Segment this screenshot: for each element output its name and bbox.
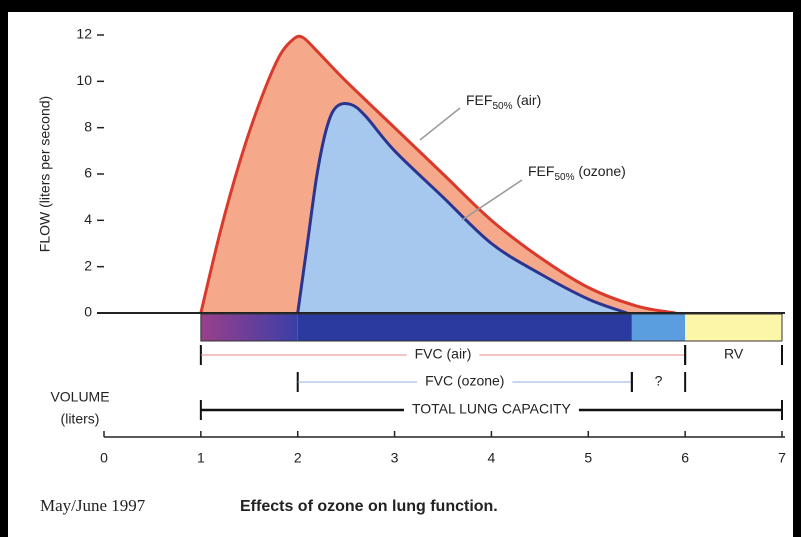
volume-bar-segment xyxy=(685,314,782,341)
volume-bar-outline xyxy=(200,313,783,342)
x-tick-label: 5 xyxy=(584,450,592,466)
x-tick-label: 0 xyxy=(100,450,108,466)
y-tick-label: 8 xyxy=(84,118,92,134)
annotation-suffix: (ozone) xyxy=(574,163,625,179)
volume-bar-segment xyxy=(297,314,632,341)
y-tick-label: 10 xyxy=(76,72,92,88)
x-axis-label: (liters) xyxy=(61,411,100,427)
x-tick-label: 2 xyxy=(294,450,302,466)
y-tick-label: 12 xyxy=(76,26,92,42)
source: May/June 1997 xyxy=(40,496,146,515)
annotation-sub: 50% xyxy=(554,172,574,183)
line xyxy=(296,102,628,315)
annotation: FEF50% (ozone) xyxy=(528,163,626,183)
x-tick-label: 3 xyxy=(391,450,399,466)
annotation-sub: 50% xyxy=(492,101,512,112)
annotation-text: FEF xyxy=(528,163,554,179)
caption: Effects of ozone on lung function. xyxy=(240,498,498,515)
leader-line xyxy=(419,107,461,141)
annotation: FEF50% (air) xyxy=(466,92,541,112)
y-tick-label: 4 xyxy=(84,211,92,227)
bracket-label: ? xyxy=(655,373,663,389)
volume-bar-segment xyxy=(200,314,298,341)
area xyxy=(297,103,628,314)
annotation-text: FEF xyxy=(466,92,492,108)
x-tick-label: 7 xyxy=(778,450,786,466)
line xyxy=(199,34,676,315)
bracket-label: FVC (ozone) xyxy=(425,373,504,389)
y-axis-label: FLOW (liters per second) xyxy=(37,96,53,252)
bracket-label: RV xyxy=(724,346,744,362)
y-tick-label: 2 xyxy=(84,257,92,273)
leader-line xyxy=(461,179,523,221)
x-tick-label: 1 xyxy=(197,450,205,466)
y-tick-label: 0 xyxy=(84,304,92,320)
x-axis-label: VOLUME xyxy=(50,389,109,405)
bracket-label: TOTAL LUNG CAPACITY xyxy=(412,401,572,417)
volume-bar-segment xyxy=(631,314,686,341)
bracket-label: FVC (air) xyxy=(415,346,472,362)
x-tick-label: 6 xyxy=(681,450,689,466)
y-tick-label: 6 xyxy=(84,165,92,181)
x-tick-label: 4 xyxy=(488,450,496,466)
annotation-suffix: (air) xyxy=(512,92,541,108)
